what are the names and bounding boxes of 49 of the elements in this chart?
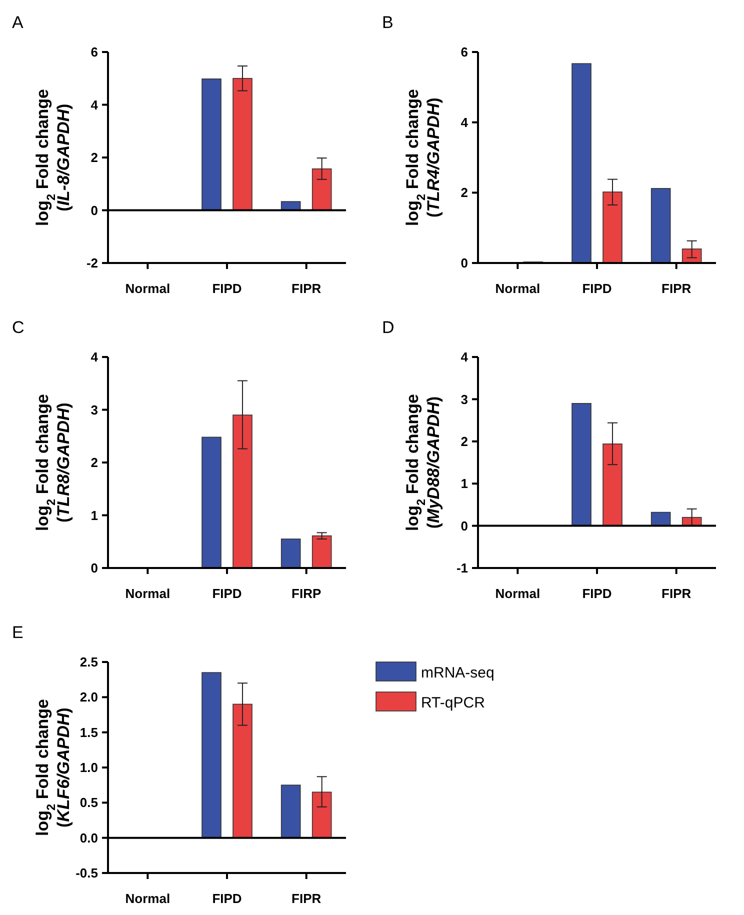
y-tick-label: 0 (90, 560, 98, 576)
y-tick-label: 1 (460, 476, 468, 492)
x-tick-label: FIPR (292, 891, 322, 906)
y-tick-label: 3 (460, 392, 468, 407)
chart-title: E (12, 623, 24, 642)
y-tick-label: 0 (460, 256, 468, 271)
x-tick-label: FIPR (662, 586, 692, 601)
chart-title: C (12, 318, 24, 337)
x-tick-label: FIPD (582, 586, 612, 601)
y-tick-label: 0 (90, 202, 98, 218)
x-tick-label: Normal (495, 586, 540, 601)
x-tick-label: Normal (125, 586, 170, 601)
x-tick-label: FIPD (582, 281, 612, 296)
y-tick-label: 4 (460, 114, 469, 130)
y-tick-label: 1 (90, 508, 98, 523)
y-tick-label: 4 (460, 350, 469, 365)
y-tick-label: 2 (90, 455, 98, 470)
y-tick-label: 0.0 (80, 830, 98, 846)
x-tick-label: FIRP (292, 586, 322, 601)
y-tick-label: 2 (460, 185, 468, 200)
x-tick-label: FIPR (292, 281, 322, 296)
chart-title: B (382, 13, 394, 32)
x-tick-label: FIPD (212, 281, 242, 296)
x-tick-label: Normal (125, 281, 170, 296)
y-tick-label: 3 (90, 402, 98, 418)
y-tick-label: -2 (86, 256, 98, 271)
x-tick-label: FIPR (662, 281, 692, 296)
legend-label: mRNA-seq (421, 664, 494, 682)
y-tick-label: 0.5 (80, 795, 98, 810)
y-tick-label: 4 (90, 350, 99, 365)
y-tick-label: 0 (460, 518, 468, 534)
x-tick-label: Normal (495, 281, 540, 296)
x-tick-label: FIPD (212, 586, 242, 601)
y-tick-label: 1.5 (80, 724, 98, 740)
y-tick-label: 4 (90, 97, 99, 112)
legend-label: RT-qPCR (421, 694, 486, 712)
y-tick-label: 2.0 (80, 690, 98, 705)
y-tick-label: -1 (456, 560, 468, 576)
x-tick-label: FIPD (212, 891, 242, 906)
x-tick-label: Normal (125, 891, 170, 906)
chart-title: A (12, 13, 24, 32)
chart-title: D (382, 318, 394, 337)
y-tick-label: 2 (460, 434, 468, 449)
y-tick-label: 2 (90, 150, 98, 166)
y-tick-label: 6 (90, 44, 98, 60)
y-tick-label: 1.0 (80, 760, 98, 776)
y-tick-label: 6 (460, 44, 468, 60)
y-tick-label: -0.5 (76, 866, 98, 881)
y-tick-label: 2.5 (80, 654, 98, 670)
